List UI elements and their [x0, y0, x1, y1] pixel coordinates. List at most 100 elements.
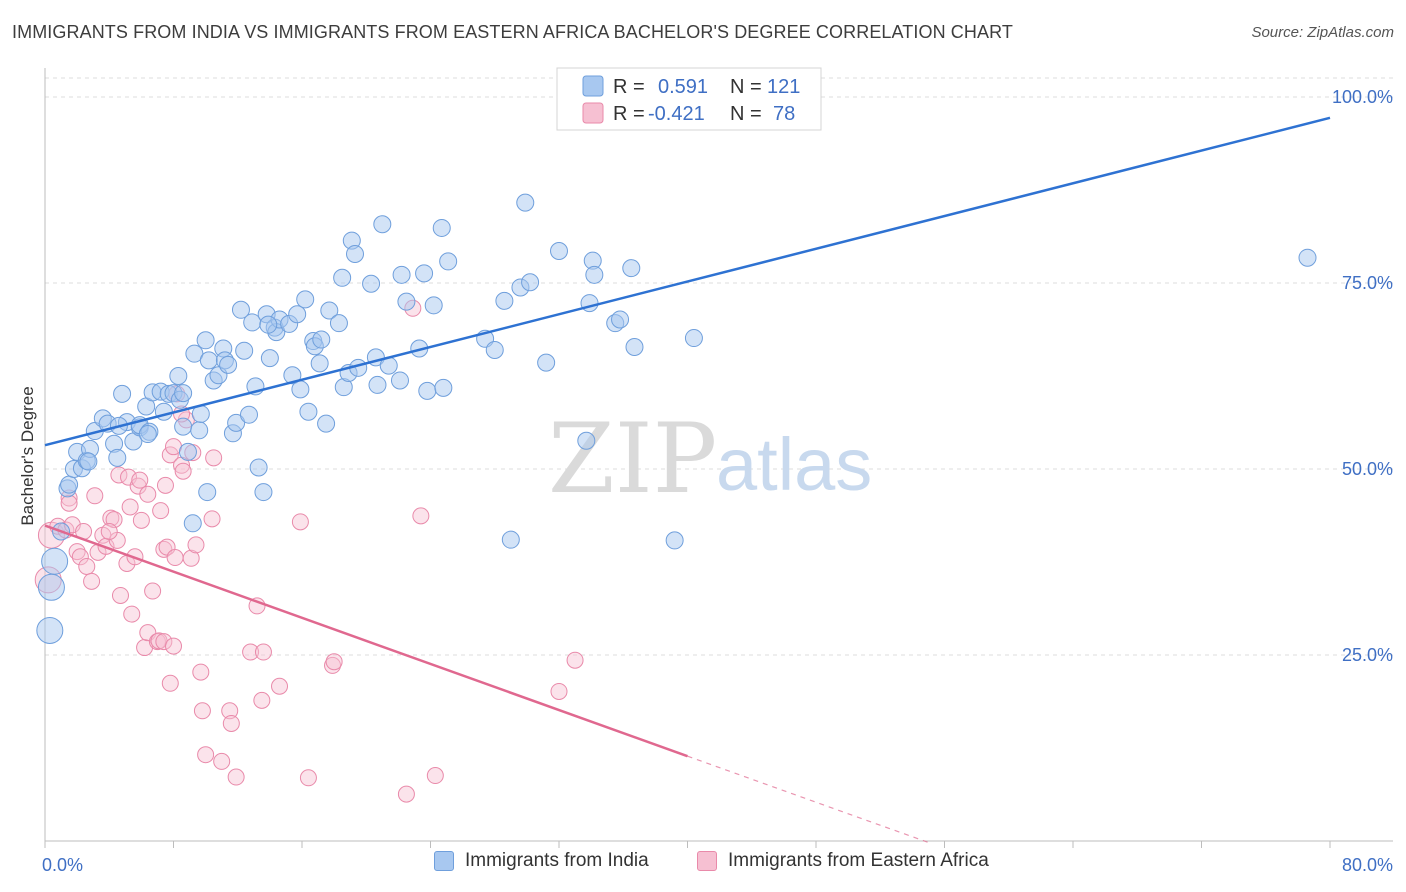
africa-point — [120, 468, 138, 486]
africa-trend-extension — [687, 755, 929, 844]
africa-point — [174, 462, 192, 480]
india-point — [585, 265, 604, 284]
africa-point — [253, 691, 271, 709]
india-point — [198, 483, 217, 502]
africa-point — [192, 663, 210, 681]
africa-point — [144, 582, 162, 600]
india-point — [108, 448, 127, 467]
india-point — [397, 292, 416, 311]
india-point — [37, 573, 65, 601]
india-point — [79, 452, 98, 471]
india-point — [368, 375, 387, 394]
africa-point — [205, 449, 223, 467]
africa-point — [121, 498, 139, 516]
axes — [44, 68, 1393, 848]
india-point — [346, 244, 365, 263]
india-point — [434, 378, 453, 397]
watermark-zip: ZIP — [548, 403, 717, 515]
africa-point — [197, 746, 215, 764]
africa-point — [100, 522, 118, 540]
africa-point — [426, 767, 444, 785]
legend-n-value-africa: 78 — [773, 103, 795, 125]
legend-n-label-india: N = — [730, 76, 762, 98]
africa-point — [83, 572, 101, 590]
africa-point — [325, 653, 343, 671]
india-point — [485, 340, 504, 359]
india-point — [501, 530, 520, 549]
india-point — [333, 268, 352, 287]
africa-point — [271, 677, 289, 695]
africa-point — [203, 510, 221, 528]
india-point — [516, 193, 535, 212]
bottom-legend-india-label: Immigrants from India — [465, 850, 649, 871]
y-axis-label: Bachelor's Degree — [18, 386, 37, 525]
india-point — [577, 431, 596, 450]
india-point — [611, 310, 630, 329]
india-point — [183, 514, 202, 533]
africa-point — [152, 502, 170, 520]
india-point — [439, 252, 458, 271]
india-point — [495, 291, 514, 310]
india-point — [113, 384, 132, 403]
india-point — [418, 381, 437, 400]
india-points — [36, 193, 1317, 644]
africa-point — [397, 785, 415, 803]
india-point — [537, 353, 556, 372]
india-trend-line — [44, 116, 1331, 447]
bottom-legend-africa-label: Immigrants from Eastern Africa — [728, 850, 989, 871]
africa-point — [412, 507, 430, 525]
india-point — [362, 274, 381, 293]
bottom-legend: Immigrants from India Immigrants from Ea… — [0, 850, 1406, 880]
india-point — [239, 405, 258, 424]
africa-point — [221, 702, 239, 720]
y-tick-label-75: 75.0% — [1342, 273, 1393, 293]
bottom-legend-india[interactable]: Immigrants from India — [434, 850, 649, 872]
india-point — [299, 402, 318, 421]
india-point — [196, 331, 215, 350]
india-point — [199, 351, 218, 370]
africa-point — [86, 487, 104, 505]
india-point — [310, 354, 329, 373]
legend-r-value-india: 0.591 — [658, 76, 708, 98]
tick-labels: 25.0% 50.0% 75.0% 100.0% 0.0% 80.0% — [42, 87, 1393, 875]
india-point — [550, 242, 568, 261]
legend-r-label-africa: R = — [613, 103, 645, 125]
africa-point — [193, 702, 211, 720]
india-point — [259, 315, 278, 334]
africa-point — [299, 769, 317, 787]
india-point — [138, 425, 157, 444]
india-point — [231, 300, 250, 319]
india-point — [415, 264, 434, 283]
india-point — [283, 366, 302, 385]
legend-n-label-africa: N = — [730, 103, 762, 125]
africa-point — [227, 768, 245, 786]
x-tick-label-max: 80.0% — [1342, 855, 1393, 875]
africa-point — [213, 752, 231, 770]
bottom-legend-africa[interactable]: Immigrants from Eastern Africa — [697, 850, 989, 872]
africa-point — [131, 471, 149, 489]
india-point — [521, 273, 540, 292]
chart-title: IMMIGRANTS FROM INDIA VS IMMIGRANTS FROM… — [12, 22, 1013, 42]
india-point — [291, 380, 310, 399]
india-point — [665, 531, 684, 550]
africa-point — [68, 543, 86, 561]
africa-point — [187, 536, 205, 554]
india-point — [60, 475, 79, 494]
africa-point — [161, 674, 179, 692]
legend-swatch-india-bottom — [434, 851, 454, 871]
legend-n-value-india: 121 — [767, 76, 800, 98]
legend-swatch-africa — [582, 102, 604, 124]
x-tick-label-min: 0.0% — [42, 855, 83, 875]
india-point — [1298, 248, 1317, 267]
africa-point — [148, 633, 166, 651]
india-point — [288, 305, 307, 324]
india-point — [249, 458, 268, 477]
africa-point — [111, 586, 129, 604]
africa-point — [132, 511, 150, 529]
india-point — [235, 341, 254, 360]
africa-point — [254, 643, 272, 661]
africa-point — [155, 633, 173, 651]
india-point — [227, 413, 246, 432]
watermark-atlas: atlas — [716, 423, 872, 506]
